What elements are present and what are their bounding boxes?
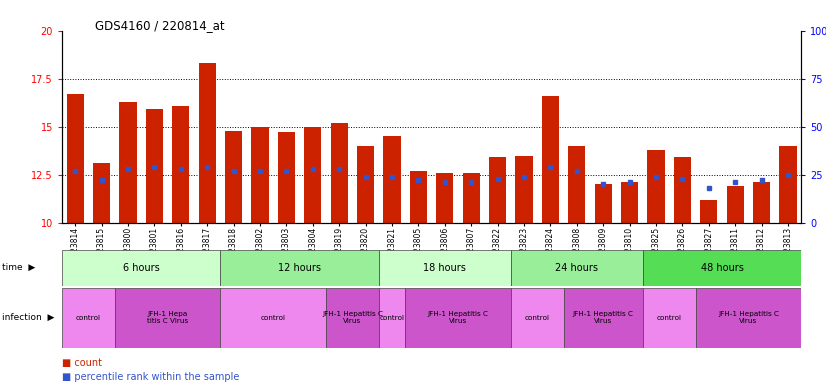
- Bar: [563, 288, 643, 348]
- Text: time  ▶: time ▶: [2, 263, 35, 272]
- Bar: [357, 146, 374, 223]
- Bar: [326, 288, 379, 348]
- Bar: [700, 200, 718, 223]
- Bar: [198, 63, 216, 223]
- Bar: [304, 127, 321, 223]
- Bar: [115, 288, 221, 348]
- Text: JFH-1 Hepatitis C
Virus: JFH-1 Hepatitis C Virus: [572, 311, 634, 324]
- Bar: [67, 94, 83, 223]
- Bar: [621, 182, 638, 223]
- Bar: [780, 146, 796, 223]
- Text: 6 hours: 6 hours: [123, 263, 159, 273]
- Text: JFH-1 Hepatitis C
Virus: JFH-1 Hepatitis C Virus: [718, 311, 779, 324]
- Bar: [542, 96, 559, 223]
- Bar: [278, 132, 295, 223]
- Bar: [120, 102, 136, 223]
- Bar: [436, 173, 453, 223]
- Text: infection  ▶: infection ▶: [2, 313, 54, 322]
- Bar: [643, 288, 695, 348]
- Text: ■ count: ■ count: [62, 358, 102, 368]
- Bar: [251, 127, 268, 223]
- Text: GDS4160 / 220814_at: GDS4160 / 220814_at: [95, 19, 225, 32]
- Bar: [93, 163, 110, 223]
- Bar: [62, 250, 221, 286]
- Bar: [727, 186, 743, 223]
- Bar: [383, 136, 401, 223]
- Bar: [62, 288, 115, 348]
- Bar: [568, 146, 586, 223]
- Bar: [648, 150, 665, 223]
- Text: 12 hours: 12 hours: [278, 263, 321, 273]
- Text: control: control: [525, 315, 549, 321]
- Text: 48 hours: 48 hours: [700, 263, 743, 273]
- Text: JFH-1 Hepatitis C
Virus: JFH-1 Hepatitis C Virus: [428, 311, 488, 324]
- Bar: [695, 288, 801, 348]
- Bar: [221, 250, 379, 286]
- Bar: [379, 250, 510, 286]
- Bar: [225, 131, 242, 223]
- Bar: [410, 171, 427, 223]
- Bar: [330, 123, 348, 223]
- Text: control: control: [76, 315, 101, 321]
- Text: JFH-1 Hepa
titis C Virus: JFH-1 Hepa titis C Virus: [147, 311, 188, 324]
- Text: ■ percentile rank within the sample: ■ percentile rank within the sample: [62, 372, 240, 382]
- Bar: [379, 288, 406, 348]
- Bar: [510, 288, 563, 348]
- Text: 24 hours: 24 hours: [555, 263, 598, 273]
- Bar: [172, 106, 189, 223]
- Text: control: control: [657, 315, 681, 321]
- Bar: [595, 184, 612, 223]
- Bar: [406, 288, 510, 348]
- Text: JFH-1 Hepatitis C
Virus: JFH-1 Hepatitis C Virus: [322, 311, 383, 324]
- Bar: [674, 157, 691, 223]
- Text: 18 hours: 18 hours: [424, 263, 466, 273]
- Bar: [489, 157, 506, 223]
- Bar: [510, 250, 643, 286]
- Bar: [515, 156, 533, 223]
- Text: control: control: [261, 315, 286, 321]
- Bar: [643, 250, 801, 286]
- Bar: [753, 182, 770, 223]
- Bar: [145, 109, 163, 223]
- Bar: [221, 288, 326, 348]
- Bar: [463, 173, 480, 223]
- Text: control: control: [379, 315, 405, 321]
